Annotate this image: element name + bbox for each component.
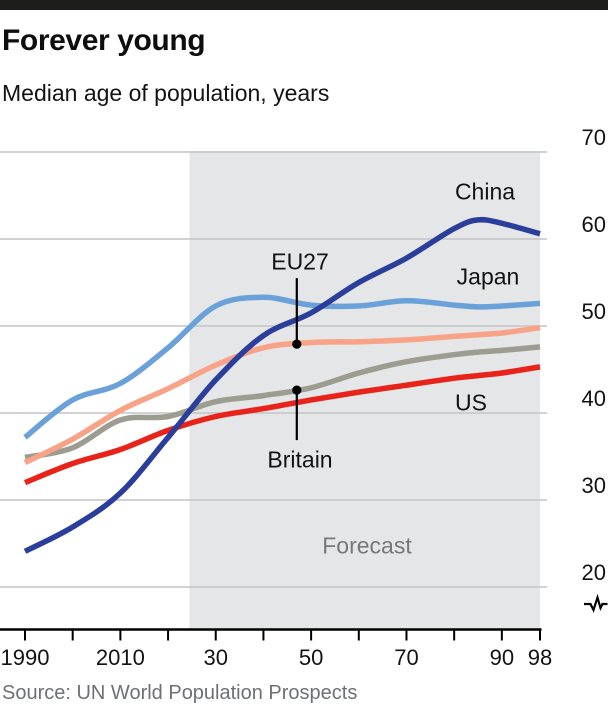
series-label-japan: Japan [456,263,520,290]
y-tick-label-20: 20 [581,560,606,585]
line-britain [24,344,541,461]
x-tick-label-1990: 1990 [0,645,50,670]
source-note: Source: UN World Population Prospects [2,682,358,704]
series-label-eu27: EU27 [271,248,329,275]
line-china [23,216,541,554]
x-tick-label-2090: 90 [489,645,515,670]
callout-dot-eu27 [292,339,302,349]
x-tick-label-2070: 70 [394,645,419,670]
x-tick-label-2050: 50 [298,645,324,670]
series-label-us: US [455,389,487,416]
series-label-china: China [454,178,516,205]
line-eu27 [23,324,541,466]
callout-dot-britain [292,385,302,395]
axis-break-icon [584,593,608,613]
y-tick-label-30: 30 [581,473,606,498]
y-tick-label-60: 60 [581,212,606,237]
y-tick-label-50: 50 [581,299,606,324]
chart-subtitle: Median age of population, years [2,80,330,106]
series-label-britain: Britain [267,446,333,473]
chart-title: Forever young [2,24,206,57]
top-rule [0,0,608,10]
y-tick-label-70: 70 [581,125,606,150]
x-tick-label-2030: 30 [203,645,228,670]
forecast-region-label: Forecast [322,532,412,559]
line-japan [23,294,541,440]
x-tick-label-2098: 98 [527,645,553,670]
line-us [23,364,541,486]
y-tick-label-40: 40 [581,386,606,411]
x-tick-label-2010: 2010 [95,645,145,670]
